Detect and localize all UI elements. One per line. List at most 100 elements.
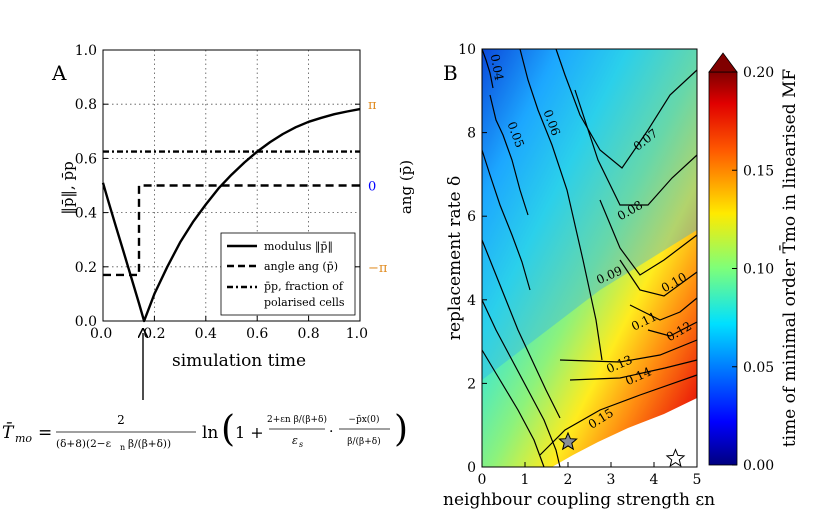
legend-label-fraction: p̄p, fraction of — [264, 280, 344, 293]
panel-b-ticks: 0 1 2 3 4 5 0 2 4 6 8 10 — [458, 42, 701, 488]
x-tick-label: 0.4 — [195, 326, 217, 342]
x-tick-label: 0.8 — [297, 326, 319, 342]
contour-lines — [481, 48, 698, 468]
panel-a-label: A — [51, 61, 67, 85]
x-tick-label: 1.0 — [346, 326, 368, 342]
formula-inner-den-sub: s — [299, 440, 303, 449]
b-x-tick-label: 1 — [521, 472, 530, 488]
contour-line-0.06 — [519, 48, 603, 361]
colorbar-tick-label: 0.10 — [743, 262, 774, 278]
y-tick-label: 0.4 — [75, 206, 97, 222]
contour-line-unlabeled — [481, 299, 561, 468]
contour-line-0.04 — [481, 48, 494, 89]
y-tick-label: 0.8 — [75, 97, 97, 113]
b-x-tick-label: 4 — [650, 472, 659, 488]
contour-line-0.12 — [647, 321, 698, 337]
y-tick-label: 0.2 — [75, 260, 97, 276]
formula-inner2-num: −p̄x(0) — [348, 414, 379, 425]
formula-den-head: (δ+8)(2−ε — [56, 438, 111, 450]
colorbar-tick-label: 0.15 — [743, 163, 774, 179]
b-x-tick-label: 3 — [607, 472, 616, 488]
formula-ln: ln — [202, 423, 218, 443]
contour-line-0.11 — [629, 297, 698, 321]
b-x-tick-label: 2 — [564, 472, 573, 488]
star-marker-1 — [558, 431, 578, 451]
formula-inner-den: ε — [292, 434, 298, 447]
b-y-tick-label: 6 — [467, 209, 476, 225]
contour-line-0.08 — [574, 89, 698, 206]
heatmap-field — [482, 49, 697, 467]
series-angle — [103, 184, 360, 277]
formula: T̄ mo = 2 (δ+8)(2−ε n β/(β+δ)) ln ( 1 + … — [2, 402, 432, 466]
contour-line-0.14 — [569, 359, 698, 381]
star-marker-2 — [665, 448, 686, 467]
formula-inner2-den: β/(β+δ) — [347, 436, 380, 447]
formula-den-tail: β/(β+δ)) — [128, 438, 171, 450]
panel-b-frame — [481, 48, 698, 468]
colorbar-ticks: 0.00 0.05 0.10 0.15 0.20 — [732, 65, 774, 474]
formula-dot: · — [329, 424, 333, 440]
heatmap-shade — [482, 49, 697, 380]
contour-label: 0.04 — [488, 53, 506, 82]
panel-a: A 0.0 0.2 0.4 0.6 0.8 1.00.00.20.40.60.81.0π0… — [51, 43, 415, 400]
formula-one-plus: 1 + — [235, 423, 264, 442]
stars — [558, 431, 686, 467]
y2-tick-label: 0 — [368, 180, 376, 195]
b-x-tick-label: 5 — [693, 472, 702, 488]
y2-tick-label: π — [368, 98, 377, 113]
panel-a-ylabel: ‖p̄‖, p̄p — [59, 161, 77, 214]
legend-label-modulus: modulus ‖p̄‖ — [264, 240, 333, 254]
b-y-tick-label: 8 — [467, 126, 476, 142]
panel-b-label: B — [443, 61, 458, 85]
formula-numerator: 2 — [117, 413, 125, 427]
formula-lhs: T̄ — [2, 421, 15, 443]
series-modulus — [101, 107, 361, 323]
colorbar-tick-label: 0.05 — [743, 360, 774, 376]
contour-line-0.15 — [539, 374, 698, 456]
contour-line-unlabeled — [481, 239, 561, 419]
legend-label-fraction-2: polarised cells — [264, 296, 345, 309]
b-y-tick-label: 2 — [467, 376, 476, 392]
panel-a-y2label: ang (p̄) — [397, 160, 415, 214]
formula-lhs-sub: mo — [15, 432, 32, 445]
contour-line-unlabeled — [481, 149, 531, 291]
legend-label-angle: angle ang (p̄) — [264, 260, 338, 273]
panel-a-ticks: 0.0 0.2 0.4 0.6 0.8 1.0 0.0 0.2 0.4 0.6 0.8 1.0 π 0 −π — [75, 43, 388, 342]
contour-line-0.09 — [599, 199, 698, 276]
panel-b: B 0.040.05 0.060.070.080.09 0.100.11 0.120.… — [443, 42, 800, 510]
formula-svg: T̄ mo = 2 (δ+8)(2−ε n β/(β+δ)) ln ( 1 + … — [2, 409, 408, 452]
contour-line-0.05 — [489, 94, 529, 216]
b-y-tick-label: 10 — [458, 42, 476, 58]
contour-line-0.13 — [559, 339, 698, 363]
y2-tick-label: −π — [368, 261, 388, 276]
y-tick-label: 0.6 — [75, 151, 97, 167]
y-tick-label: 0.0 — [75, 314, 97, 330]
panel-a-xlabel: simulation time — [172, 351, 306, 371]
b-x-tick-label: 0 — [478, 472, 487, 488]
formula-den-sub: n — [120, 443, 125, 452]
colorbar: 0.00 0.05 0.10 0.15 0.20 time of minimal ord… — [708, 52, 800, 474]
b-y-tick-label: 0 — [467, 460, 476, 476]
contour-line-0.07 — [555, 48, 698, 169]
legend: modulus ‖p̄‖ angle ang (p̄) p̄p, fractio… — [220, 232, 356, 316]
colorbar-extend-arrow — [708, 52, 738, 73]
formula-inner-num: 2+εn β/(β+δ) — [267, 414, 327, 425]
x-tick-label: 0.0 — [90, 326, 112, 342]
x-tick-label: 0.2 — [143, 326, 165, 342]
contour-line-0.10 — [619, 259, 698, 297]
panel-a-series — [101, 107, 361, 323]
formula-paren-left: ( — [221, 409, 235, 450]
colorbar-label: time of minimal order T̄mo in linearised… — [778, 69, 800, 448]
y-tick-label: 1.0 — [75, 43, 97, 59]
panel-b-xlabel: neighbour coupling strength εn — [443, 490, 715, 510]
colorbar-tick-label: 0.00 — [743, 458, 774, 474]
colorbar-tick-label: 0.20 — [743, 65, 774, 81]
x-tick-label: 0.6 — [246, 326, 268, 342]
formula-eq: = — [38, 423, 52, 443]
formula-paren-right: ) — [394, 409, 408, 450]
b-y-tick-label: 4 — [467, 293, 476, 309]
contour-line-unlabeled — [481, 349, 545, 468]
panel-b-ylabel: replacement rate δ — [445, 176, 465, 340]
